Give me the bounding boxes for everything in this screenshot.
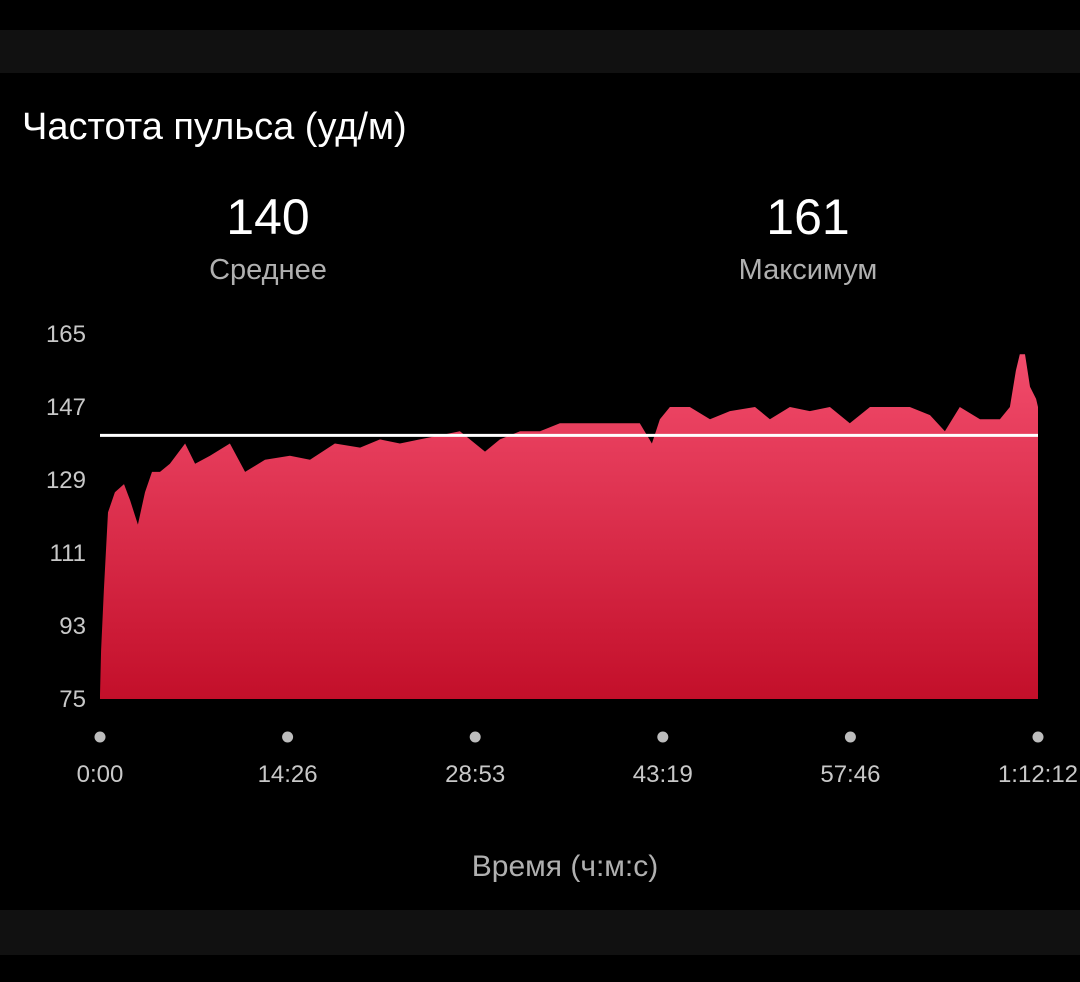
y-tick-label: 147 bbox=[46, 394, 86, 421]
heart-rate-area bbox=[100, 354, 1038, 699]
y-tick-label: 129 bbox=[46, 467, 86, 494]
stat-max-label: Максимум bbox=[738, 254, 878, 286]
card-title: Частота пульса (уд/м) bbox=[22, 106, 407, 148]
x-tick-dot bbox=[1032, 731, 1044, 743]
x-tick-dot bbox=[94, 731, 106, 743]
x-tick-label: 57:46 bbox=[820, 761, 880, 788]
x-tick-label: 0:00 bbox=[77, 761, 124, 788]
x-tick-label: 43:19 bbox=[633, 761, 693, 788]
x-tick-label: 28:53 bbox=[445, 761, 505, 788]
y-tick-label: 93 bbox=[59, 613, 86, 640]
x-axis-label: Время (ч:м:с) bbox=[471, 850, 659, 883]
stat-max-value: 161 bbox=[766, 189, 850, 245]
section-divider-top bbox=[0, 30, 1080, 73]
x-tick-dot bbox=[469, 731, 481, 743]
x-tick-label: 14:26 bbox=[258, 761, 318, 788]
x-tick-dot bbox=[282, 731, 294, 743]
stat-max: 161 Максимум bbox=[658, 188, 958, 287]
section-divider-bottom bbox=[0, 910, 1080, 955]
stat-average: 140 Среднее bbox=[118, 188, 418, 287]
y-tick-label: 111 bbox=[50, 540, 86, 567]
y-tick-label: 165 bbox=[46, 321, 86, 348]
stat-average-value: 140 bbox=[226, 189, 310, 245]
stat-average-label: Среднее bbox=[209, 254, 327, 286]
y-tick-label: 75 bbox=[59, 686, 86, 713]
x-tick-dot bbox=[657, 731, 669, 743]
x-tick-label: 1:12:12 bbox=[998, 761, 1078, 788]
x-tick-dot bbox=[844, 731, 856, 743]
